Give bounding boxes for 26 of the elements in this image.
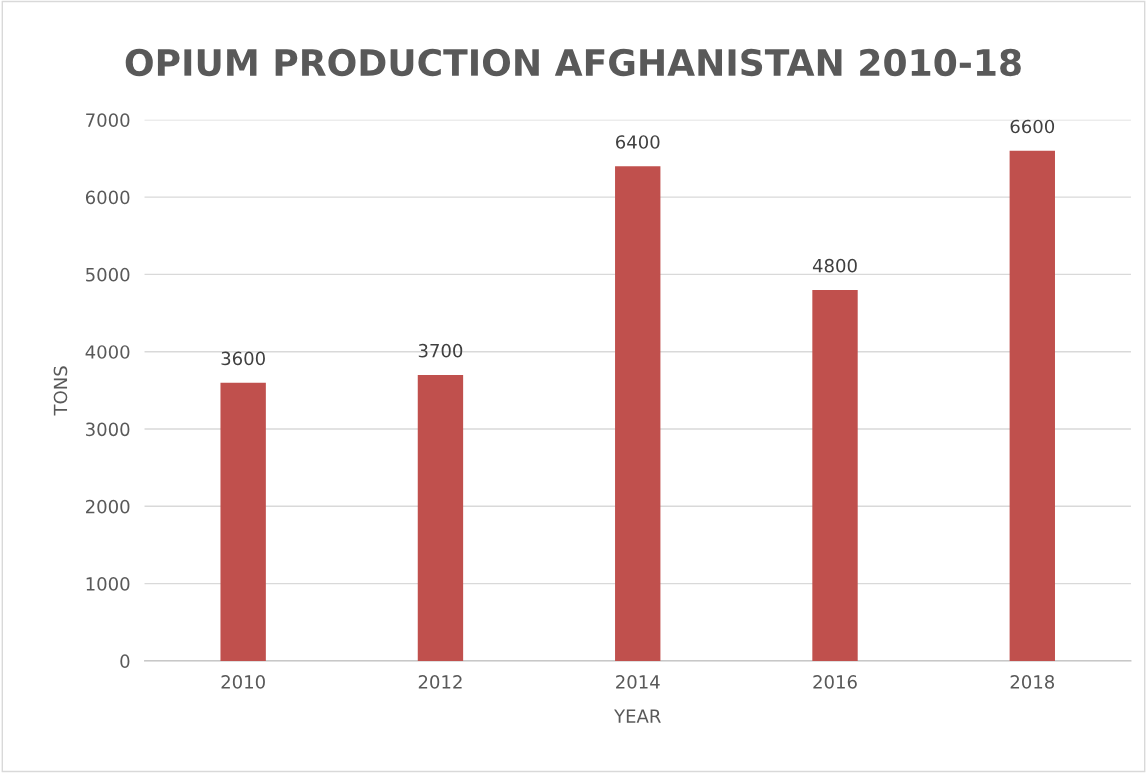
bar [1009, 150, 1055, 661]
y-tick-label: 0 [120, 654, 130, 669]
y-tick-label: 3000 [86, 422, 130, 437]
data-label: 3600 [221, 351, 265, 366]
y-tick-label: 4000 [85, 345, 130, 359]
y-tick-label: 2000 [86, 499, 130, 514]
chart-title: OPIUM PRODUCTION AFGHANISTAN 2010-18 [125, 48, 1021, 77]
y-axis-title: TONS [53, 366, 68, 416]
bar [812, 289, 858, 661]
y-tick-label: 1000 [86, 577, 130, 591]
y-tick-label: 7000 [86, 113, 130, 127]
x-axis-title: YEAR [614, 709, 661, 723]
data-label: 6400 [616, 135, 660, 149]
bar [615, 166, 661, 661]
y-tick-label: 6000 [85, 190, 130, 205]
y-tick-label: 5000 [86, 267, 130, 282]
bar [220, 382, 266, 661]
bar [417, 374, 464, 661]
data-label: 4800 [812, 258, 857, 273]
x-tick-label: 2010 [221, 675, 265, 689]
data-label: 3700 [418, 343, 463, 358]
x-tick-label: 2012 [418, 675, 462, 689]
x-tick-label: 2018 [1010, 675, 1055, 689]
data-label: 6600 [1010, 119, 1055, 134]
x-tick-label: 2014 [616, 675, 660, 689]
x-tick-label: 2016 [813, 675, 857, 689]
